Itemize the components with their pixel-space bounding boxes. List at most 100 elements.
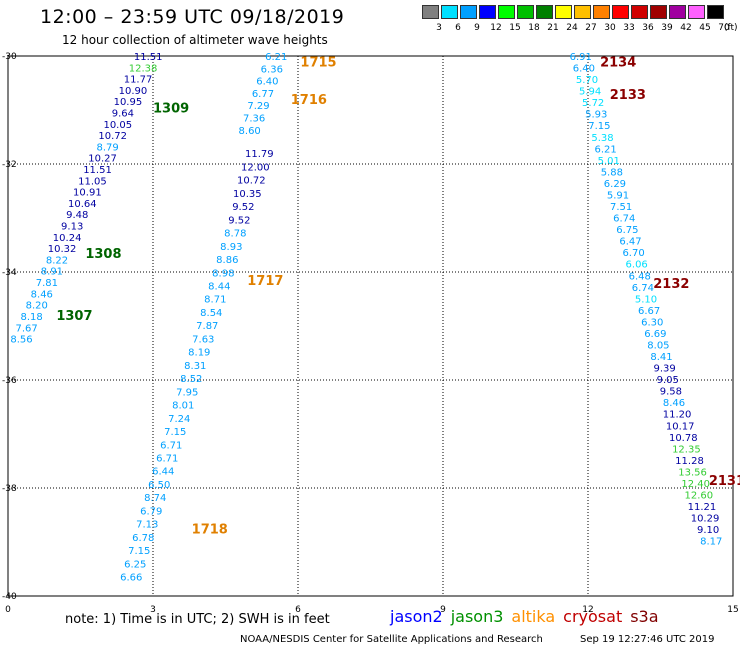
x-tick-label: 3 xyxy=(150,605,156,615)
swh-value: 8.19 xyxy=(188,348,210,359)
swh-value: 7.15 xyxy=(588,121,610,132)
legend-label-6: 6 xyxy=(455,23,461,33)
pass-label-1717: 1717 xyxy=(247,274,283,289)
legend-label-45: 45 xyxy=(699,23,711,33)
legend-swatch-27 xyxy=(574,5,591,19)
swh-value: 6.74 xyxy=(613,214,635,225)
swh-value: 6.79 xyxy=(140,506,162,517)
swh-value: 8.05 xyxy=(647,340,669,351)
swh-value: 9.52 xyxy=(232,202,254,213)
swh-value: 9.48 xyxy=(66,210,88,221)
swh-value: 10.32 xyxy=(48,244,77,255)
legend-label-18: 18 xyxy=(528,23,540,33)
swh-value: 8.91 xyxy=(41,267,63,278)
pass-labels: 1307 1308 1309 1715 1716 1717 1718 2131 2132 2133… xyxy=(56,55,740,537)
swh-value: 6.30 xyxy=(641,317,663,328)
x-tick-label: 9 xyxy=(440,605,446,615)
legend-swatch-45 xyxy=(688,5,705,19)
swh-value: 11.51 xyxy=(134,52,163,63)
satellite-altika: altika xyxy=(511,607,556,626)
swh-value: 6.36 xyxy=(261,64,283,75)
x-tick-label: 12 xyxy=(582,605,593,615)
swh-value: 5.10 xyxy=(635,294,657,305)
pass-label-1308: 1308 xyxy=(85,247,121,262)
swh-value: 8.01 xyxy=(172,401,194,412)
swh-value: 8.52 xyxy=(180,374,202,385)
track-values: 11.5112.3811.7710.9010.959.6410.0510.728… xyxy=(10,52,722,584)
swh-value: 8.17 xyxy=(700,537,722,548)
satellite-legend: jason2 jason3 altika cryosat s3a xyxy=(390,607,667,626)
satellite-jason3: jason3 xyxy=(450,607,504,626)
swh-value: 9.64 xyxy=(112,109,134,120)
swh-value: 11.77 xyxy=(124,75,153,86)
swh-value: 8.56 xyxy=(10,335,32,346)
swh-value: 8.79 xyxy=(97,142,119,153)
legend-swatch-3 xyxy=(422,5,439,19)
swh-value: 6.71 xyxy=(160,440,182,451)
legend-swatch-30 xyxy=(593,5,610,19)
legend-label-42: 42 xyxy=(680,23,692,33)
swh-value: 6.69 xyxy=(644,329,666,340)
swh-value: 7.67 xyxy=(15,323,37,334)
legend-swatch-9 xyxy=(460,5,477,19)
legend-label-3: 3 xyxy=(436,23,442,33)
legend-label-12: 12 xyxy=(490,23,502,33)
swh-value: 9.39 xyxy=(654,364,676,375)
swh-value: 8.71 xyxy=(204,295,226,306)
swh-value: 5.93 xyxy=(585,110,607,121)
swh-value: 6.48 xyxy=(629,271,651,282)
footer-credit: NOAA/NESDIS Center for Satellite Applica… xyxy=(240,634,543,645)
swh-value: 8.86 xyxy=(216,255,238,266)
swh-value: 6.66 xyxy=(120,573,142,584)
swh-value: 7.81 xyxy=(36,278,58,289)
swh-value: 9.13 xyxy=(61,222,83,233)
satellite-jason2: jason2 xyxy=(390,607,443,626)
legend-label-27: 27 xyxy=(585,23,597,33)
legend-label-15: 15 xyxy=(509,23,521,33)
swh-value: 6.50 xyxy=(148,480,170,491)
swh-value: 6.25 xyxy=(124,559,146,570)
y-tick-label: -30 xyxy=(2,52,17,62)
pass-label-1718: 1718 xyxy=(192,523,228,538)
legend-swatch-6 xyxy=(441,5,458,19)
x-tick-label: 6 xyxy=(295,605,301,615)
swh-value: 6.06 xyxy=(626,260,648,271)
pass-label-2134: 2134 xyxy=(600,55,636,70)
legend-swatch-12 xyxy=(479,5,496,19)
legend-swatch-33 xyxy=(612,5,629,19)
swh-value: 5.94 xyxy=(579,87,601,98)
gridlines xyxy=(8,56,733,596)
swh-value: 10.91 xyxy=(73,188,102,199)
swh-value: 8.93 xyxy=(220,242,242,253)
swh-value: 7.15 xyxy=(128,546,150,557)
swh-value: 10.64 xyxy=(68,199,97,210)
swh-value: 7.63 xyxy=(192,334,214,345)
y-tick-label: -32 xyxy=(2,160,17,170)
pass-label-1307: 1307 xyxy=(56,309,92,324)
swh-value: 7.87 xyxy=(196,321,218,332)
swh-value: 10.35 xyxy=(233,189,262,200)
swh-value: 13.56 xyxy=(678,467,707,478)
swh-value: 8.41 xyxy=(650,352,672,363)
pass-label-2131: 2131 xyxy=(709,474,740,489)
swh-value: 6.40 xyxy=(256,77,278,88)
swh-value: 6.67 xyxy=(638,306,660,317)
legend-label-39: 39 xyxy=(661,23,673,33)
swh-value: 10.78 xyxy=(669,433,698,444)
swh-value: 6.70 xyxy=(622,248,644,259)
swh-value: 10.17 xyxy=(666,421,695,432)
swh-value: 9.05 xyxy=(657,375,679,386)
swh-value: 11.28 xyxy=(675,456,704,467)
swh-value: 8.18 xyxy=(21,312,43,323)
swh-value: 8.60 xyxy=(239,126,261,137)
legend-swatch-39 xyxy=(650,5,667,19)
legend-label-24: 24 xyxy=(566,23,578,33)
legend-unit: (ft) xyxy=(724,23,738,33)
swh-value: 9.10 xyxy=(697,525,719,536)
swh-value: 10.90 xyxy=(119,86,148,97)
swh-value: 5.91 xyxy=(607,190,629,201)
swh-value: 6.91 xyxy=(570,52,592,63)
swh-value: 6.78 xyxy=(132,533,154,544)
y-tick-label: -36 xyxy=(2,376,17,386)
satellite-s3a: s3a xyxy=(630,607,659,626)
